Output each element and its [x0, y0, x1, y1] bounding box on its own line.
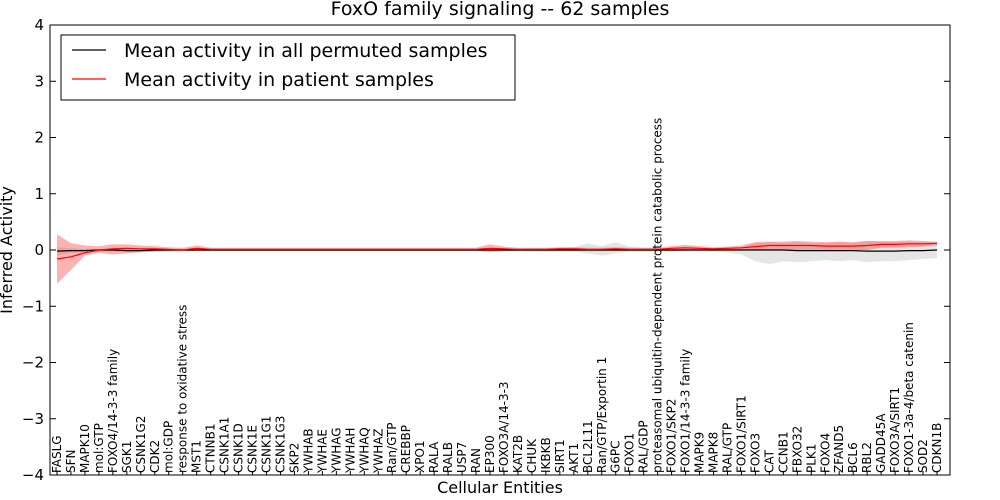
- confidence-bands: [57, 234, 937, 284]
- x-tick-label: MAPK10: [78, 424, 92, 473]
- x-tick-label: YWHAE: [315, 429, 329, 474]
- x-tick-label: CSNK1G2: [134, 416, 148, 473]
- x-tick-label: FBXO32: [790, 426, 804, 473]
- x-tick-label: proteasomal ubiquitin-dependent protein …: [651, 118, 665, 473]
- chart-title: FoxO family signaling -- 62 samples: [331, 0, 670, 20]
- y-tick-label: −3: [22, 410, 44, 428]
- x-tick-label: FOXO1/SIRT1: [734, 395, 748, 473]
- x-tick-label: EP300: [483, 435, 497, 473]
- x-tick-label: FOXO1-3a-4/beta catenin: [902, 322, 916, 473]
- x-tick-label: CSNK1A1: [218, 417, 232, 473]
- legend: Mean activity in all permuted samples Me…: [60, 34, 516, 101]
- x-tick-label: CDKN1B: [930, 423, 944, 473]
- x-tick-label: GADD45A: [874, 413, 888, 473]
- x-tick-label: MST1: [190, 440, 204, 473]
- y-tick-label: −2: [22, 354, 44, 372]
- x-tick-label: BCL6: [846, 442, 860, 473]
- x-tick-label: AKT1: [567, 443, 581, 473]
- x-tick-label: RALB: [441, 442, 455, 473]
- x-tick-label: FOXO3A/SIRT1: [888, 387, 902, 473]
- x-tick-label: CAT: [762, 449, 776, 473]
- x-tick-label: mol:GTP: [92, 423, 106, 473]
- y-tick-label: −4: [22, 466, 44, 484]
- y-tick-label: 4: [34, 16, 44, 34]
- legend-box: [60, 34, 516, 101]
- x-tick-label: FASLG: [50, 435, 64, 473]
- x-tick-label: YWHAQ: [357, 427, 371, 474]
- x-tick-label: SOD2: [916, 439, 930, 473]
- x-tick-label: IKBKB: [539, 437, 553, 473]
- x-tick-label: RALA: [427, 441, 441, 473]
- x-tick-label: CTNNB1: [204, 423, 218, 473]
- x-tick-label: CDK2: [148, 440, 162, 473]
- x-tick-label: CSNK1G3: [274, 416, 288, 473]
- y-tick-label: −1: [22, 297, 44, 315]
- legend-label-permuted: Mean activity in all permuted samples: [124, 40, 487, 62]
- x-tick-label: SFN: [64, 450, 78, 474]
- y-tick-label: 3: [34, 72, 44, 90]
- series-line-permuted: [56, 249, 938, 252]
- y-axis-ticks: 4 3 2 1 0 −1 −2 −3 −4: [22, 16, 950, 484]
- x-tick-label: FOXO3A/14-3-3: [497, 381, 511, 473]
- x-tick-label: G6PC: [609, 440, 623, 473]
- x-tick-label: SGK1: [120, 441, 134, 473]
- x-tick-label: CREBBP: [399, 425, 413, 473]
- x-tick-label: MAPK9: [693, 432, 707, 473]
- x-tick-label: CHUK: [525, 438, 539, 473]
- x-tick-label: CSNK1G1: [260, 416, 274, 473]
- band-permuted: [57, 241, 937, 265]
- x-tick-label: response to oxidative stress: [176, 305, 190, 473]
- x-tick-label: RAL/GDP: [637, 420, 651, 473]
- x-tick-label: USP7: [455, 442, 469, 473]
- x-tick-label: FOXO1/14-3-3 family: [679, 349, 693, 473]
- x-tick-label: FOXO3: [748, 433, 762, 473]
- x-tick-label: XPO1: [413, 440, 427, 473]
- x-tick-label: RAN: [469, 448, 483, 473]
- x-tick-label: SIRT1: [553, 439, 567, 473]
- x-tick-label: YWHAG: [329, 427, 343, 474]
- x-axis-label: Cellular Entities: [437, 478, 563, 497]
- y-tick-label: 0: [34, 241, 44, 259]
- x-tick-label: KAT2B: [511, 435, 525, 473]
- x-axis-tick-labels: FASLG SFN MAPK10 mol:GTP FOXO4/14-3-3 family…: [50, 118, 944, 475]
- series-line-patient: [56, 242, 938, 260]
- x-tick-label: FOXO4/14-3-3 family: [106, 349, 120, 473]
- x-tick-label: FOXO1/SKP2: [665, 398, 679, 473]
- x-tick-label: mol:GDP: [162, 421, 176, 473]
- series-lines: [56, 242, 938, 260]
- x-tick-label: YWHAH: [343, 428, 357, 474]
- x-tick-label: FOXO4: [818, 433, 832, 473]
- x-tick-label: CSNK1D: [232, 423, 246, 473]
- x-tick-label: YWHAB: [301, 428, 315, 474]
- x-tick-label: BCL2L11: [581, 420, 595, 473]
- x-tick-label: CCNB1: [776, 431, 790, 473]
- x-tick-label: Ran/GTP/Exportin 1: [595, 357, 609, 473]
- legend-label-patient: Mean activity in patient samples: [124, 69, 434, 91]
- x-tick-label: YWHAZ: [371, 428, 385, 474]
- y-axis-label: Inferred Activity: [0, 186, 16, 314]
- x-tick-label: PLK1: [804, 444, 818, 473]
- x-tick-label: CSNK1E: [246, 425, 260, 473]
- x-tick-label: SKP2: [288, 443, 302, 473]
- x-tick-label: RAL/GTP: [721, 423, 735, 473]
- y-tick-label: 1: [34, 185, 44, 203]
- y-tick-label: 2: [34, 129, 44, 147]
- x-tick-label: FOXO1: [623, 433, 637, 473]
- x-tick-label: ZFAND5: [832, 425, 846, 473]
- x-tick-label: MAPK8: [707, 432, 721, 473]
- x-tick-label: Ran/GTP: [385, 422, 399, 473]
- x-tick-label: RBL2: [860, 442, 874, 473]
